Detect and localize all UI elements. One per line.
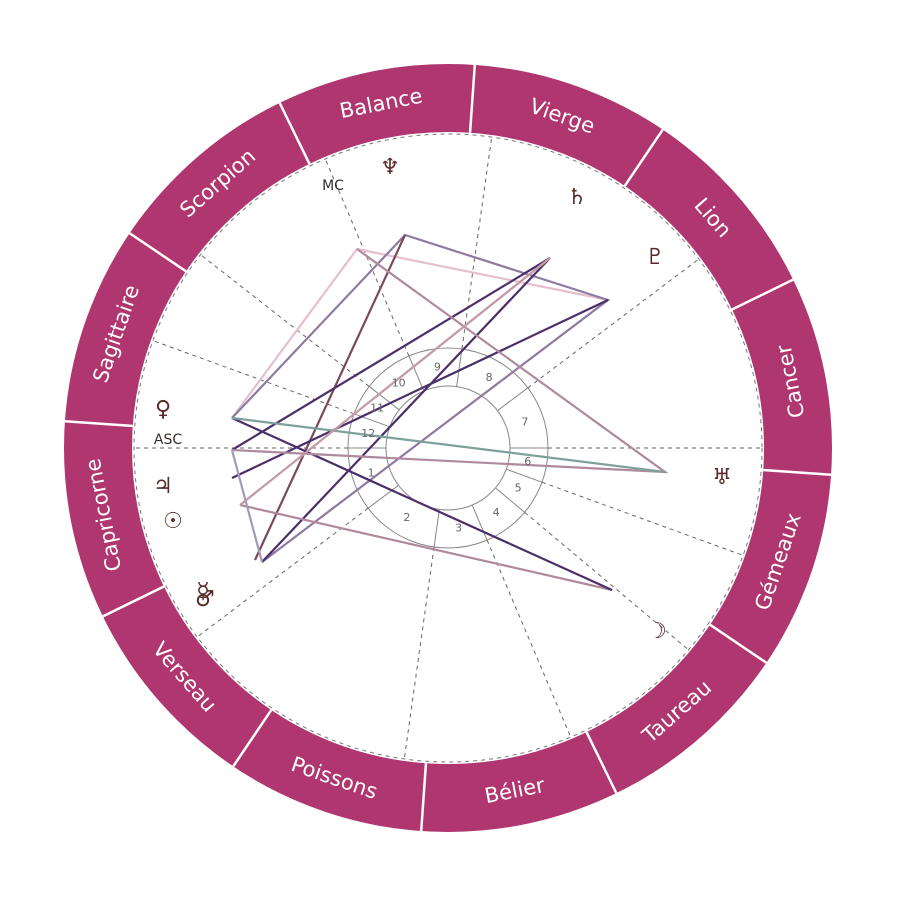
planet-glyph: ♂ [195, 587, 215, 612]
house-cusp [524, 511, 689, 651]
house-cusp [486, 539, 572, 738]
house-number: 8 [486, 371, 493, 384]
house-number: 2 [403, 511, 410, 524]
aspect-line [239, 257, 551, 506]
planet-glyph: ☉ [163, 509, 183, 534]
house-number: 10 [392, 377, 406, 390]
house-divider [506, 468, 543, 483]
aspect-line [231, 416, 613, 592]
house-cusp [200, 254, 370, 387]
aspect-lines [230, 233, 669, 592]
asc-label: ASC [154, 432, 182, 448]
aspect-line [231, 248, 669, 474]
sign-separator [585, 731, 618, 794]
sign-separator [468, 64, 477, 133]
house-divider [353, 413, 390, 428]
house-cusp [527, 258, 700, 389]
planet-glyph: ♅ [712, 465, 732, 490]
sign-separator [64, 419, 133, 428]
planet-glyph: ♆ [380, 155, 400, 180]
house-number: 4 [493, 506, 500, 519]
house-number: 5 [515, 482, 522, 495]
house-number: 3 [455, 521, 462, 534]
aspect-line [231, 257, 551, 563]
house-divider [456, 348, 463, 387]
house-cusp [461, 136, 493, 350]
house-number: 11 [370, 402, 384, 415]
house-number: 9 [434, 361, 441, 374]
aspect-line [231, 299, 609, 479]
sign-separator [232, 709, 273, 768]
house-divider [497, 387, 529, 412]
house-divider [433, 509, 440, 548]
house-divider [368, 386, 400, 411]
aspect-line [231, 416, 666, 474]
sign-separator [709, 623, 768, 664]
mc-label: MC [322, 178, 344, 194]
planet-glyph: ♀ [155, 397, 171, 422]
aspect-line [254, 234, 406, 561]
outer-house-circle [133, 133, 763, 763]
house-cusp [541, 481, 744, 556]
sign-separator [102, 585, 165, 618]
sign-separator [731, 278, 794, 311]
house-cusp [403, 546, 435, 760]
house-number: 7 [521, 415, 528, 428]
aspect-line [230, 449, 264, 563]
house-divider [471, 504, 488, 541]
aspect-line [239, 503, 613, 592]
planet-glyph: ♄ [567, 185, 587, 210]
house-divider [408, 355, 425, 392]
zodiac-ring: Balance ViergeLionCancerGémeauxTaureauBél… [64, 64, 832, 832]
planet-glyph: ☿ [196, 579, 210, 604]
sign-separator [623, 128, 664, 187]
house-number: 1 [368, 467, 375, 480]
sign-separator [763, 468, 832, 477]
house-cusp [152, 340, 355, 415]
house-divider [367, 484, 399, 509]
planet-glyph: ♇ [645, 245, 665, 270]
house-divider [495, 487, 525, 513]
house-number: 12 [361, 427, 375, 440]
sign-separator [278, 102, 311, 165]
ring [64, 64, 832, 832]
house-cusp [196, 507, 369, 638]
aspect-line [231, 233, 611, 563]
planet-glyph: ♃ [153, 474, 173, 499]
planet-glyph: ☽ [647, 619, 667, 644]
sign-separator [419, 763, 428, 832]
inner-circle [385, 385, 511, 511]
sign-separator [128, 232, 187, 273]
house-number: 6 [524, 455, 531, 468]
